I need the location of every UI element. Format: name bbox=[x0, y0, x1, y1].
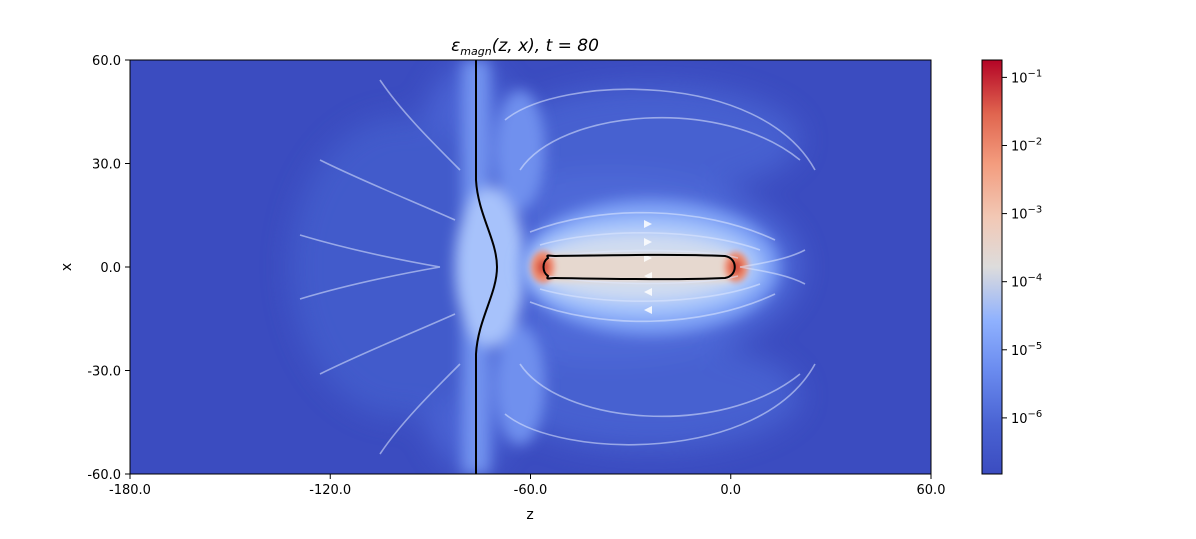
colorbar-tick-label: 10−4 bbox=[1011, 273, 1042, 291]
y-axis-ticks: -60.0 -30.0 0.0 30.0 60.0 bbox=[87, 54, 130, 483]
title-sub: magn bbox=[460, 45, 491, 58]
y-tick-label: 0.0 bbox=[100, 261, 121, 276]
colorbar-tick-label: 10−2 bbox=[1011, 136, 1042, 154]
y-axis-label: x bbox=[59, 263, 75, 271]
title-rest: (z, x), t = 80 bbox=[492, 36, 599, 56]
x-tick-label: 60.0 bbox=[917, 483, 946, 498]
colorbar-gradient bbox=[981, 59, 1003, 475]
chart-title: εmagn(z, x), t = 80 bbox=[451, 36, 599, 58]
y-tick-label: 30.0 bbox=[92, 158, 121, 173]
colorbar-ticks: 10−6 10−5 10−4 10−3 10−2 10−1 bbox=[1002, 68, 1042, 427]
y-tick-label: 60.0 bbox=[92, 54, 121, 69]
interface-contour bbox=[475, 60, 499, 474]
colorbar-tick-label: 10−5 bbox=[1011, 341, 1042, 359]
jet-contour bbox=[542, 253, 736, 281]
colorbar-tick-label: 10−6 bbox=[1011, 409, 1042, 427]
colorbar: 10−6 10−5 10−4 10−3 10−2 10−1 bbox=[981, 59, 1042, 475]
y-tick-label: -30.0 bbox=[87, 365, 121, 380]
colorbar-tick-label: 10−1 bbox=[1011, 68, 1042, 86]
x-tick-label: -60.0 bbox=[514, 483, 548, 498]
x-axis-ticks: -180.0 -120.0 -60.0 0.0 60.0 bbox=[109, 474, 945, 498]
heatmap-plot bbox=[130, 60, 931, 474]
x-axis-label: z bbox=[526, 507, 533, 523]
title-main: ε bbox=[451, 36, 460, 56]
x-tick-label: 0.0 bbox=[720, 483, 741, 498]
colorbar-tick-label: 10−3 bbox=[1011, 205, 1042, 223]
y-tick-label: -60.0 bbox=[87, 468, 121, 483]
x-tick-label: -180.0 bbox=[109, 483, 151, 498]
x-tick-label: -120.0 bbox=[309, 483, 351, 498]
